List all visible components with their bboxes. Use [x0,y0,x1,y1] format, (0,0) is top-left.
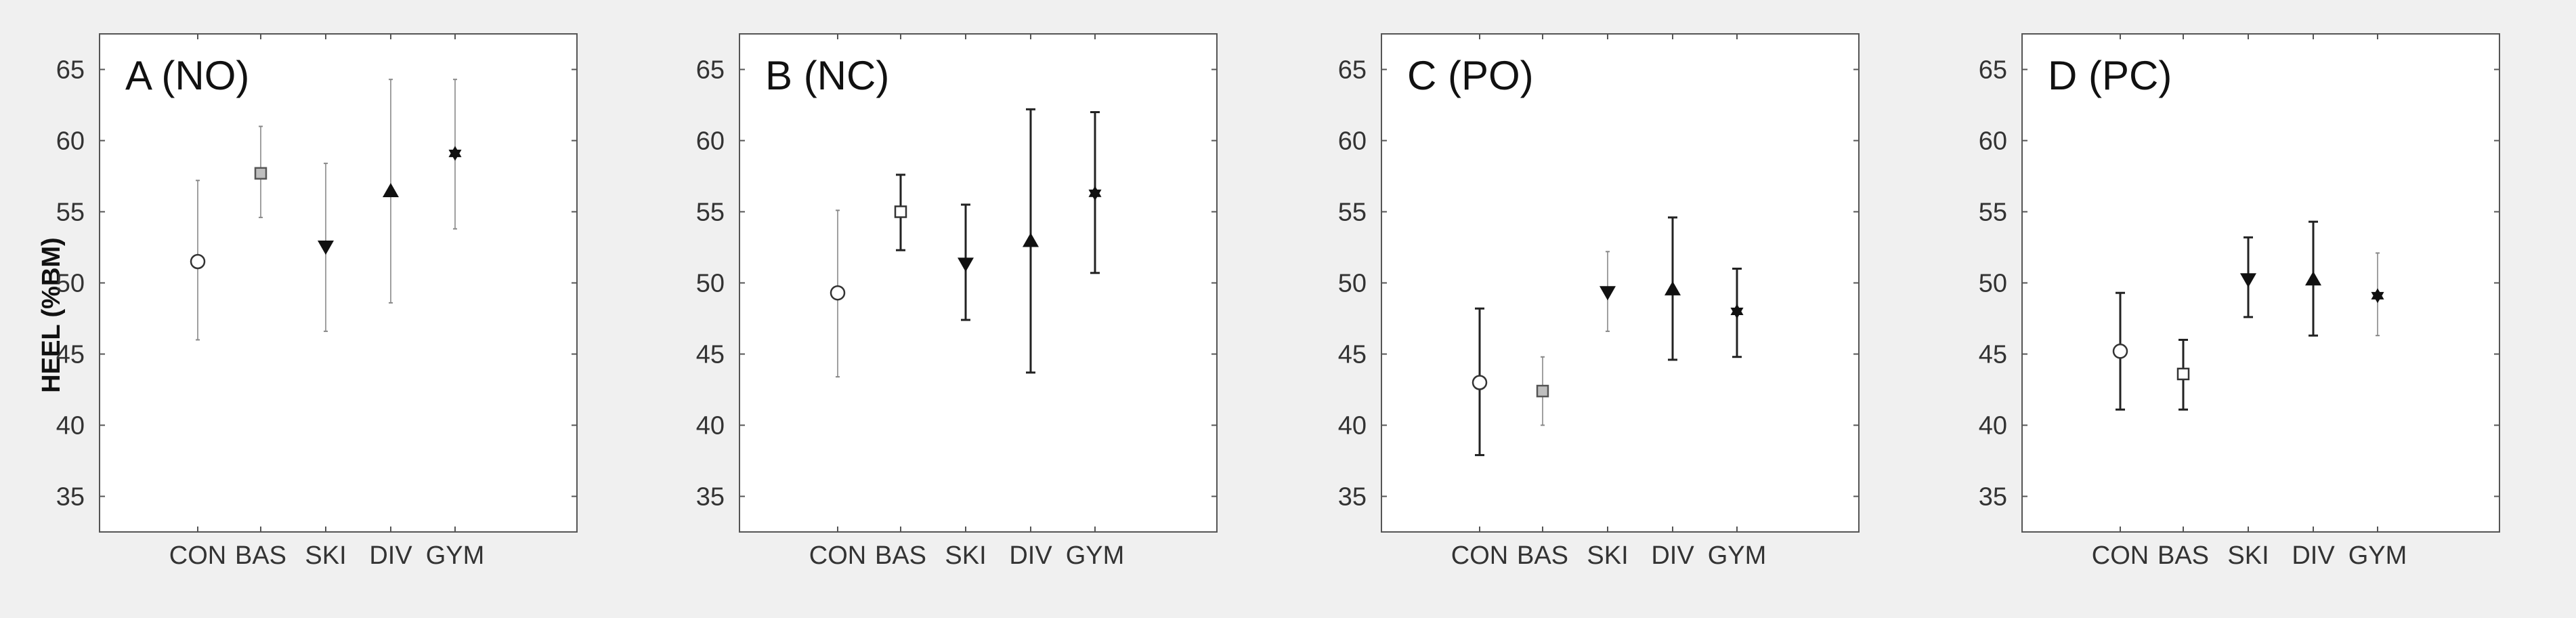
data-point-con [190,253,206,270]
x-tick-label: BAS [2158,541,2209,570]
data-point-gym-lower-triangle [2371,291,2384,304]
x-tick-label: GYM [426,541,485,570]
x-tick-label: GYM [1066,541,1125,570]
panel-4: 35 40 45 50 55 60 65 CON BAS SKI DIV GYM D (PC) [1979,33,2500,570]
y-tick-label: 45 [1979,341,2007,369]
x-tick-label: GYM [2348,541,2407,570]
panels: 35 40 45 50 55 60 65 CON BAS SKI DIV GYM A (NO) 35 40 4… [56,33,2500,570]
y-tick-label: 45 [1338,341,1367,369]
y-tick-label: 45 [696,341,725,369]
y-axis-label: HEEL (%BM) [37,237,66,392]
y-tick-label: 45 [56,341,85,369]
data-point-gym [1730,304,1744,319]
x-tick-label: CON [809,541,866,570]
data-point-gym-lower-triangle [448,149,462,161]
data-point-div [2305,271,2321,286]
data-point-gym-lower-triangle [1730,308,1744,319]
data-point-ski [958,258,974,272]
y-tick-label: 55 [1338,199,1367,227]
data-point-gym [1088,186,1102,201]
data-point-con [830,285,846,301]
x-tick-label: CON [2092,541,2149,570]
y-tick-label: 65 [56,56,85,85]
panel-frame [1381,33,1860,533]
x-tick-label: SKI [945,541,986,570]
x-tick-label: BAS [1517,541,1568,570]
panel-3: 35 40 45 50 55 60 65 CON BAS SKI DIV GYM C (PO) [1338,33,1860,570]
data-point-ski [318,241,334,255]
y-tick-label: 65 [1338,56,1367,85]
data-point-bas [254,167,267,180]
x-tick-label: DIV [1651,541,1694,570]
data-point-bas [894,205,907,218]
x-tick-label: CON [169,541,226,570]
y-tick-label: 65 [1979,56,2007,85]
y-tick-label: 55 [56,199,85,227]
y-tick-label: 50 [1979,270,2007,298]
panel-frame [99,33,578,533]
panel-title: C (PO) [1407,53,1534,98]
x-tick-label: GYM [1708,541,1767,570]
y-tick-label: 60 [56,127,85,156]
y-tick-label: 40 [1979,412,2007,440]
data-point-gym-lower-triangle [1088,189,1102,201]
x-tick-label: DIV [369,541,412,570]
y-tick-label: 35 [56,483,85,512]
y-tick-label: 55 [1979,199,2007,227]
x-tick-label: CON [1451,541,1508,570]
x-tick-label: DIV [2292,541,2335,570]
y-tick-label: 55 [696,199,725,227]
y-tick-label: 35 [1338,483,1367,512]
x-tick-label: SKI [2227,541,2269,570]
data-point-bas [1536,384,1549,398]
y-tick-label: 50 [56,270,85,298]
data-point-div [1665,281,1681,295]
y-tick-label: 40 [56,412,85,440]
y-tick-label: 35 [696,483,725,512]
panel-1: 35 40 45 50 55 60 65 CON BAS SKI DIV GYM A (NO) [56,33,578,570]
x-tick-label: BAS [875,541,926,570]
panel-title: D (PC) [2048,53,2172,98]
data-point-bas [2176,367,2190,381]
y-tick-label: 35 [1979,483,2007,512]
data-point-gym [2371,288,2384,304]
y-tick-label: 60 [1338,127,1367,156]
y-tick-label: 40 [1338,412,1367,440]
data-point-con [1472,375,1488,390]
y-tick-label: 50 [1338,270,1367,298]
x-tick-label: SKI [305,541,346,570]
x-tick-label: SKI [1587,541,1628,570]
y-tick-label: 65 [696,56,725,85]
data-point-ski [2240,273,2256,288]
y-tick-label: 50 [696,270,725,298]
y-tick-label: 60 [696,127,725,156]
panel-2: 35 40 45 50 55 60 65 CON BAS SKI DIV GYM B (NC) [696,33,1218,570]
data-point-ski [1600,286,1616,301]
x-tick-label: BAS [235,541,286,570]
y-tick-label: 60 [1979,127,2007,156]
y-tick-label: 40 [696,412,725,440]
data-point-div [383,183,399,197]
data-point-gym [448,146,462,161]
data-point-div [1023,232,1039,247]
panel-frame [2021,33,2500,533]
panel-title: A (NO) [125,53,249,98]
panel-title: B (NC) [765,53,889,98]
x-tick-label: DIV [1009,541,1052,570]
data-point-con [2112,344,2128,359]
panel-frame [739,33,1218,533]
